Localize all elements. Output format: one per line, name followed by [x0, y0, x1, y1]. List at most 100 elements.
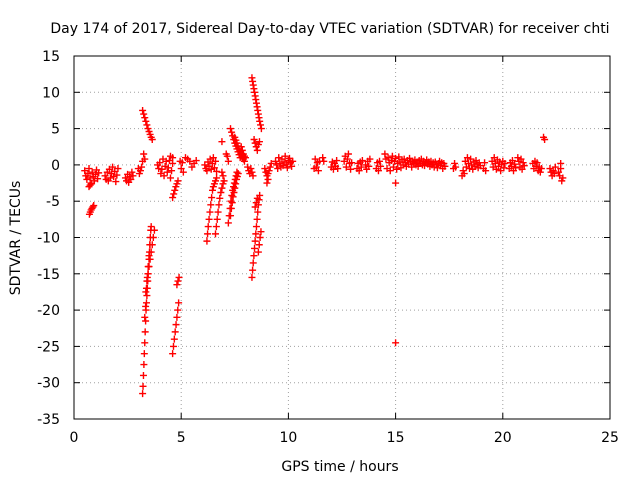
data-point: [381, 150, 389, 158]
data-point: [140, 350, 148, 358]
data-point: [129, 172, 137, 180]
data-point: [517, 155, 525, 163]
data-point: [536, 168, 544, 176]
data-point: [95, 169, 103, 177]
data-point: [175, 273, 183, 281]
data-point: [358, 157, 366, 165]
data-point: [87, 180, 95, 188]
data-point: [386, 167, 394, 175]
data-point: [334, 165, 342, 173]
data-point: [220, 177, 228, 185]
data-point: [267, 159, 275, 167]
data-point: [451, 159, 459, 167]
data-point: [314, 167, 322, 175]
data-point: [392, 154, 400, 162]
data-point: [555, 168, 563, 176]
data-point: [240, 152, 248, 160]
data-point: [139, 382, 147, 390]
data-point: [140, 361, 148, 369]
grid-lines: [74, 56, 610, 419]
data-point: [168, 167, 176, 175]
data-point: [206, 208, 214, 216]
data-point: [136, 167, 144, 175]
chart-title: Day 174 of 2017, Sidereal Day-to-day VTE…: [50, 21, 609, 37]
data-point: [251, 237, 259, 245]
data-point: [520, 162, 528, 170]
data-point: [169, 194, 177, 202]
data-point: [254, 248, 262, 256]
data-point: [156, 159, 164, 167]
data-point: [178, 159, 186, 167]
data-point: [101, 172, 109, 180]
data-point: [263, 179, 271, 187]
data-point: [466, 165, 474, 173]
data-point: [452, 163, 460, 171]
data-point: [253, 215, 261, 223]
data-point: [255, 241, 263, 249]
data-point: [251, 203, 259, 211]
data-point: [217, 188, 225, 196]
data-point: [355, 167, 363, 175]
data-point: [408, 163, 416, 171]
data-point: [90, 202, 98, 210]
data-point: [203, 237, 211, 245]
data-point: [533, 159, 541, 167]
x-tick-label: 15: [387, 430, 405, 446]
data-point: [148, 135, 156, 143]
data-point: [204, 230, 212, 238]
data-point: [257, 228, 265, 236]
data-point: [146, 255, 154, 263]
data-point: [143, 277, 151, 285]
data-point: [227, 197, 235, 205]
y-axis-label: SDTVAR / TECUs: [8, 181, 24, 296]
data-point: [173, 281, 181, 289]
data-point: [112, 178, 120, 186]
data-point: [213, 174, 221, 182]
data-point: [175, 299, 183, 307]
data-point: [174, 277, 182, 285]
data-point: [219, 172, 227, 180]
data-point: [265, 167, 273, 175]
data-point: [377, 162, 385, 170]
data-point: [170, 335, 178, 343]
data-point: [228, 128, 236, 136]
data-point: [149, 234, 157, 241]
data-point: [357, 163, 365, 171]
data-point: [400, 155, 408, 163]
data-point: [550, 170, 558, 178]
data-point: [145, 263, 153, 271]
data-point: [251, 139, 259, 147]
data-point: [347, 165, 355, 173]
data-point: [173, 313, 181, 321]
data-point: [215, 201, 223, 209]
data-point: [374, 167, 382, 175]
data-point: [141, 313, 149, 321]
data-point: [441, 162, 449, 170]
data-point: [392, 339, 400, 347]
y-tick-label: -5: [46, 194, 60, 210]
data-point: [244, 163, 252, 171]
data-point: [376, 157, 384, 165]
data-point: [218, 138, 226, 146]
data-point: [150, 226, 158, 234]
data-point: [109, 163, 117, 171]
data-point: [127, 175, 135, 183]
x-tick-label: 5: [177, 430, 186, 446]
data-point: [83, 175, 91, 183]
data-point: [256, 234, 264, 241]
data-point: [142, 302, 150, 310]
data-point: [140, 110, 148, 118]
data-point: [257, 121, 265, 129]
data-point: [106, 174, 114, 182]
data-point: [250, 252, 258, 260]
data-point: [147, 223, 155, 231]
data-point: [312, 163, 320, 171]
data-point: [264, 175, 272, 183]
data-point: [481, 159, 489, 167]
data-point: [231, 184, 239, 192]
data-point: [147, 248, 155, 256]
data-point: [224, 219, 232, 227]
data-point: [248, 168, 256, 176]
data-point: [142, 288, 150, 296]
x-tick-label: 0: [70, 430, 79, 446]
